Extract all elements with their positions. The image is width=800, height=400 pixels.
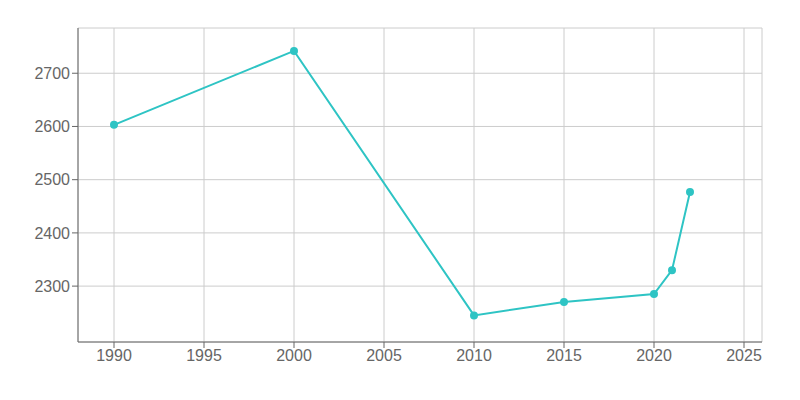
svg-text:2015: 2015 (546, 347, 582, 364)
svg-text:1995: 1995 (186, 347, 222, 364)
svg-text:2400: 2400 (34, 225, 70, 242)
svg-text:2500: 2500 (34, 171, 70, 188)
svg-text:2020: 2020 (636, 347, 672, 364)
svg-text:1990: 1990 (96, 347, 132, 364)
svg-text:2010: 2010 (456, 347, 492, 364)
svg-text:2600: 2600 (34, 118, 70, 135)
svg-text:2000: 2000 (276, 347, 312, 364)
svg-text:2700: 2700 (34, 65, 70, 82)
svg-text:2300: 2300 (34, 278, 70, 295)
svg-text:2025: 2025 (726, 347, 762, 364)
svg-text:2005: 2005 (366, 347, 402, 364)
